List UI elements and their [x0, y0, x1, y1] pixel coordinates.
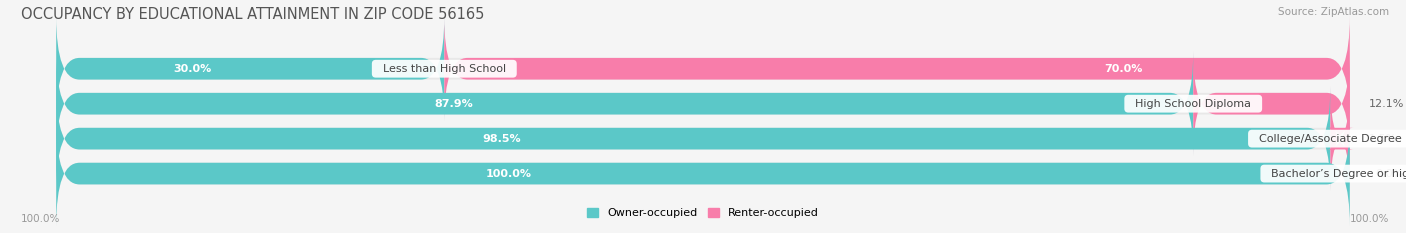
- FancyBboxPatch shape: [56, 86, 1330, 191]
- Text: 12.1%: 12.1%: [1369, 99, 1405, 109]
- FancyBboxPatch shape: [56, 122, 1350, 226]
- Text: 100.0%: 100.0%: [21, 214, 60, 224]
- Text: 1.5%: 1.5%: [1369, 134, 1398, 144]
- FancyBboxPatch shape: [444, 17, 1350, 121]
- Text: OCCUPANCY BY EDUCATIONAL ATTAINMENT IN ZIP CODE 56165: OCCUPANCY BY EDUCATIONAL ATTAINMENT IN Z…: [21, 7, 485, 22]
- Legend: Owner-occupied, Renter-occupied: Owner-occupied, Renter-occupied: [582, 203, 824, 223]
- Text: Source: ZipAtlas.com: Source: ZipAtlas.com: [1278, 7, 1389, 17]
- Text: College/Associate Degree: College/Associate Degree: [1251, 134, 1406, 144]
- FancyBboxPatch shape: [56, 17, 1350, 121]
- Text: 98.5%: 98.5%: [482, 134, 522, 144]
- Text: 30.0%: 30.0%: [173, 64, 211, 74]
- Text: 100.0%: 100.0%: [486, 169, 531, 178]
- FancyBboxPatch shape: [56, 52, 1194, 156]
- Text: 100.0%: 100.0%: [1350, 214, 1389, 224]
- FancyBboxPatch shape: [56, 86, 1350, 191]
- Text: Bachelor’s Degree or higher: Bachelor’s Degree or higher: [1264, 169, 1406, 178]
- FancyBboxPatch shape: [56, 52, 1350, 156]
- Text: High School Diploma: High School Diploma: [1128, 99, 1258, 109]
- Text: 70.0%: 70.0%: [1104, 64, 1143, 74]
- FancyBboxPatch shape: [56, 17, 444, 121]
- FancyBboxPatch shape: [1194, 52, 1350, 156]
- Text: 87.9%: 87.9%: [434, 99, 474, 109]
- FancyBboxPatch shape: [1326, 86, 1354, 191]
- FancyBboxPatch shape: [56, 122, 1350, 226]
- Text: 0.0%: 0.0%: [1375, 169, 1403, 178]
- Text: Less than High School: Less than High School: [375, 64, 513, 74]
